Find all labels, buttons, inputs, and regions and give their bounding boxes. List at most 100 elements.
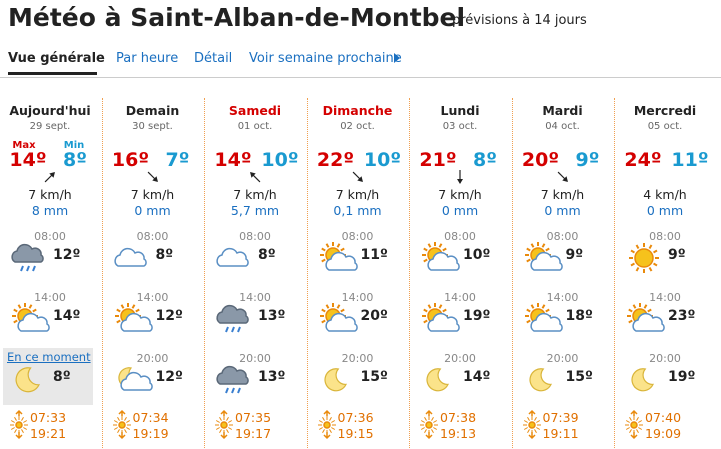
tab-arrow — [394, 53, 400, 63]
slot-temp: 8º — [155, 247, 174, 263]
day-name: Lundi — [440, 103, 480, 118]
temp-max: 14º — [214, 149, 252, 171]
slot-time: 20:00 — [649, 352, 681, 365]
slot-time: 20:00 — [546, 352, 579, 365]
slot-temp: 9º — [565, 247, 584, 263]
weather-icon — [216, 247, 249, 267]
weather-icon — [422, 242, 460, 271]
weather-icon — [319, 303, 358, 332]
rain: 8 mm — [31, 203, 69, 218]
slot-time: 14:00 — [546, 291, 579, 304]
tab[interactable]: Voir semaine prochaine — [249, 51, 402, 66]
sunset: 19:11 — [542, 426, 579, 441]
weather-icon — [323, 368, 347, 392]
day-name: Mercredi — [633, 103, 697, 118]
tab-active[interactable]: Vue générale — [8, 51, 105, 66]
wind-arrow — [457, 170, 463, 184]
slot-time: 08:00 — [239, 230, 271, 243]
slot-time: 14:00 — [239, 291, 271, 304]
slot-time: 14:00 — [341, 291, 374, 304]
temp-max: 16º — [111, 149, 150, 171]
slot-temp: 9º — [668, 247, 686, 263]
day-date: 02 oct. — [340, 121, 375, 132]
wind: 7 km/h — [28, 187, 72, 202]
slot-time: 20:00 — [444, 352, 476, 365]
column-separator — [511, 98, 513, 448]
slot-time: 14:00 — [34, 291, 66, 304]
weather-icon — [629, 243, 659, 273]
wind-arrow — [250, 172, 261, 183]
wind-arrow — [44, 172, 55, 183]
sunrise: 07:40 — [645, 410, 682, 425]
temp-max: 24º — [624, 149, 662, 171]
temp-max: 22º — [316, 149, 355, 171]
sunrise: 07:35 — [235, 410, 272, 425]
column-separator — [306, 98, 308, 448]
wind: 4 km/h — [643, 187, 687, 202]
temp-min: 10º — [363, 149, 402, 171]
tab[interactable]: Détail — [194, 51, 233, 66]
sun-icon — [10, 409, 28, 440]
slot-time: 08:00 — [649, 230, 681, 243]
sunset: 19:09 — [645, 426, 682, 441]
slot-temp: 8º — [258, 247, 276, 263]
weather-icon — [114, 303, 153, 332]
slot-time: 14:00 — [136, 291, 169, 304]
wind-arrow — [557, 171, 568, 182]
slot-temp: 15º — [565, 369, 593, 385]
title: Météo à Saint-Alban-de-Montbel — [8, 3, 466, 32]
sun-icon — [317, 409, 336, 440]
sun-icon — [420, 409, 438, 440]
subtitle: prévisions à 14 jours — [452, 13, 587, 28]
slot-temp: 23º — [668, 308, 696, 324]
temp-min: 9º — [575, 149, 600, 171]
slot-temp: 15º — [360, 369, 388, 385]
temp-max: 14º — [9, 149, 47, 171]
weather-icon — [319, 242, 358, 271]
day-name: Mardi — [542, 103, 583, 118]
day-name: Samedi — [228, 103, 282, 118]
rain: 0 mm — [646, 203, 684, 218]
sunrise: 07:38 — [440, 410, 477, 425]
weather-icon — [631, 368, 654, 392]
tab[interactable]: Par heure — [116, 51, 179, 66]
slot-time: 20:00 — [136, 352, 169, 365]
wind-arrow — [147, 171, 158, 182]
column-separator — [204, 98, 205, 448]
weather-icon — [422, 303, 460, 332]
now-link[interactable]: En ce moment — [7, 350, 91, 364]
sunset: 19:15 — [337, 426, 374, 441]
temp-min: 10º — [261, 149, 299, 171]
temp-max: 20º — [521, 149, 560, 171]
wind: 7 km/h — [540, 187, 585, 202]
day-date: 03 oct. — [442, 121, 478, 132]
sunset: 19:19 — [132, 426, 169, 441]
slot-temp: 12º — [155, 308, 183, 324]
rain: 5,7 mm — [230, 203, 280, 218]
temp-min: 8º — [63, 149, 87, 171]
wind: 7 km/h — [233, 187, 277, 202]
temp-min: 7º — [165, 149, 190, 171]
temp-max: 21º — [419, 149, 457, 171]
day-date: 05 oct. — [647, 121, 683, 132]
slot-time: 08:00 — [444, 230, 476, 243]
sunset: 19:21 — [30, 426, 67, 441]
sun-icon — [112, 409, 131, 440]
day-date: 29 sept. — [29, 121, 71, 132]
tab-underline — [8, 72, 97, 75]
day-date: 01 oct. — [237, 121, 273, 132]
rain: 0 mm — [134, 203, 171, 218]
sunrise: 07:36 — [337, 410, 374, 425]
day-name: Aujourd'hui — [9, 103, 91, 118]
slot-temp: 12º — [155, 369, 183, 385]
day-name: Dimanche — [322, 103, 393, 118]
slot-time: 14:00 — [444, 291, 476, 304]
weather-icon — [216, 365, 249, 394]
slot-temp: 13º — [258, 308, 286, 324]
column-separator — [101, 98, 103, 448]
slot-time: 08:00 — [136, 230, 169, 243]
sunset: 19:13 — [440, 426, 477, 441]
slot-temp: 18º — [565, 308, 593, 324]
slot-time: 08:00 — [546, 230, 579, 243]
sunrise: 07:34 — [132, 410, 169, 425]
